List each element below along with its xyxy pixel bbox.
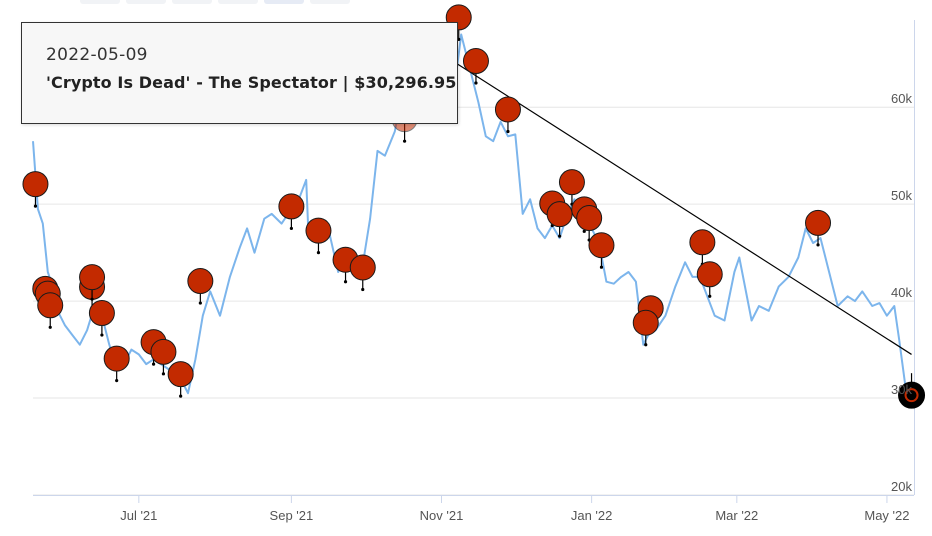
event-marker-point (361, 287, 365, 292)
event-marker[interactable] (576, 205, 603, 242)
event-marker-head (150, 338, 177, 365)
tooltip-price: $30,296.95 (354, 73, 457, 92)
event-marker-head (187, 268, 214, 295)
event-marker-point (151, 362, 156, 366)
event-marker[interactable] (546, 201, 573, 238)
event-marker[interactable] (305, 217, 332, 255)
event-marker-point (506, 129, 510, 134)
y-tick-label: 30k (891, 382, 912, 397)
event-marker[interactable] (805, 209, 832, 247)
event-marker-head (462, 48, 489, 75)
event-marker-head (546, 201, 573, 228)
range-button[interactable] (218, 0, 258, 4)
event-marker-point (161, 372, 166, 376)
event-marker-point (90, 297, 94, 301)
x-tick-label: Mar '22 (715, 508, 758, 523)
event-marker-head (88, 300, 115, 327)
trendline-segment (433, 48, 912, 355)
event-marker-head (494, 96, 521, 123)
event-marker-point (289, 226, 293, 231)
tooltip: 2022-05-09 'Crypto Is Dead' - The Specta… (21, 22, 458, 124)
event-marker-head (558, 169, 585, 196)
range-selector-toolbar (0, 0, 932, 8)
event-marker-head (588, 232, 615, 259)
event-marker-point (644, 343, 648, 347)
tooltip-text: 'Crypto Is Dead' - The Spectator | $30,2… (46, 73, 457, 92)
event-marker-point (708, 294, 712, 298)
tooltip-date: 2022-05-09 (46, 45, 148, 65)
range-button[interactable] (310, 0, 350, 4)
event-marker-head (22, 171, 49, 198)
event-marker-point (115, 379, 119, 383)
range-button[interactable] (264, 0, 304, 4)
grid-lines (33, 106, 914, 496)
event-marker-head (805, 209, 832, 236)
event-marker-head (278, 193, 305, 220)
axes (33, 20, 915, 503)
event-marker-point (599, 265, 604, 269)
event-marker-head (689, 229, 716, 256)
event-marker[interactable] (898, 373, 926, 409)
event-marker-point (33, 204, 38, 208)
event-marker-point (474, 81, 478, 85)
event-marker[interactable] (103, 345, 130, 383)
tooltip-separator: | (336, 73, 355, 92)
event-marker-point (402, 139, 407, 143)
event-marker-head (103, 345, 130, 372)
y-axis-labels: 20k 30k 40k 50k 60k (891, 91, 912, 494)
y-tick-label: 60k (891, 91, 912, 106)
event-marker[interactable] (632, 309, 659, 347)
range-button[interactable] (80, 0, 120, 4)
x-tick-label: Jul '21 (120, 508, 157, 523)
x-tick-label: May '22 (864, 508, 909, 523)
event-marker[interactable] (349, 254, 376, 292)
x-tick-label: Jan '22 (571, 508, 613, 523)
event-marker[interactable] (494, 96, 521, 134)
event-marker-head (167, 361, 194, 388)
event-marker[interactable] (150, 338, 177, 376)
event-marker-head (696, 261, 723, 288)
event-marker-head (79, 264, 106, 291)
event-marker-point (316, 251, 321, 255)
trendline (433, 48, 912, 355)
selected-marker-ring (904, 388, 919, 403)
x-tick-label: Sep '21 (270, 508, 314, 523)
event-marker-point (558, 234, 562, 238)
y-tick-label: 50k (891, 188, 912, 203)
tooltip-headline: 'Crypto Is Dead' - The Spectator (46, 73, 337, 92)
event-marker[interactable] (22, 171, 49, 208)
event-marker-head (576, 205, 603, 232)
event-marker-point (343, 280, 348, 284)
event-marker-point (48, 325, 52, 329)
event-markers (22, 4, 926, 409)
event-marker[interactable] (187, 268, 214, 305)
range-button[interactable] (172, 0, 212, 4)
event-marker[interactable] (462, 48, 489, 85)
event-marker-point (582, 229, 586, 233)
event-marker-point (198, 301, 202, 305)
x-tick-label: Nov '21 (420, 508, 464, 523)
event-marker[interactable] (88, 300, 115, 337)
y-tick-label: 20k (891, 479, 912, 494)
event-marker[interactable] (37, 292, 64, 329)
event-marker-head (37, 292, 64, 319)
event-marker[interactable] (696, 261, 723, 298)
event-marker-point (100, 333, 104, 337)
event-marker-head (632, 309, 659, 336)
event-marker[interactable] (588, 232, 615, 269)
x-axis-labels: Jul '21 Sep '21 Nov '21 Jan '22 Mar '22 May '… (120, 508, 909, 523)
event-marker-point (816, 243, 820, 247)
selected-marker-head (898, 381, 926, 409)
event-marker-head (305, 217, 332, 244)
event-marker[interactable] (167, 361, 194, 398)
event-marker[interactable] (689, 229, 716, 266)
event-marker-point (179, 394, 183, 398)
event-marker-head (349, 254, 376, 281)
y-tick-label: 40k (891, 285, 912, 300)
event-marker[interactable] (278, 193, 305, 231)
event-marker[interactable] (79, 264, 106, 301)
range-button[interactable] (126, 0, 166, 4)
